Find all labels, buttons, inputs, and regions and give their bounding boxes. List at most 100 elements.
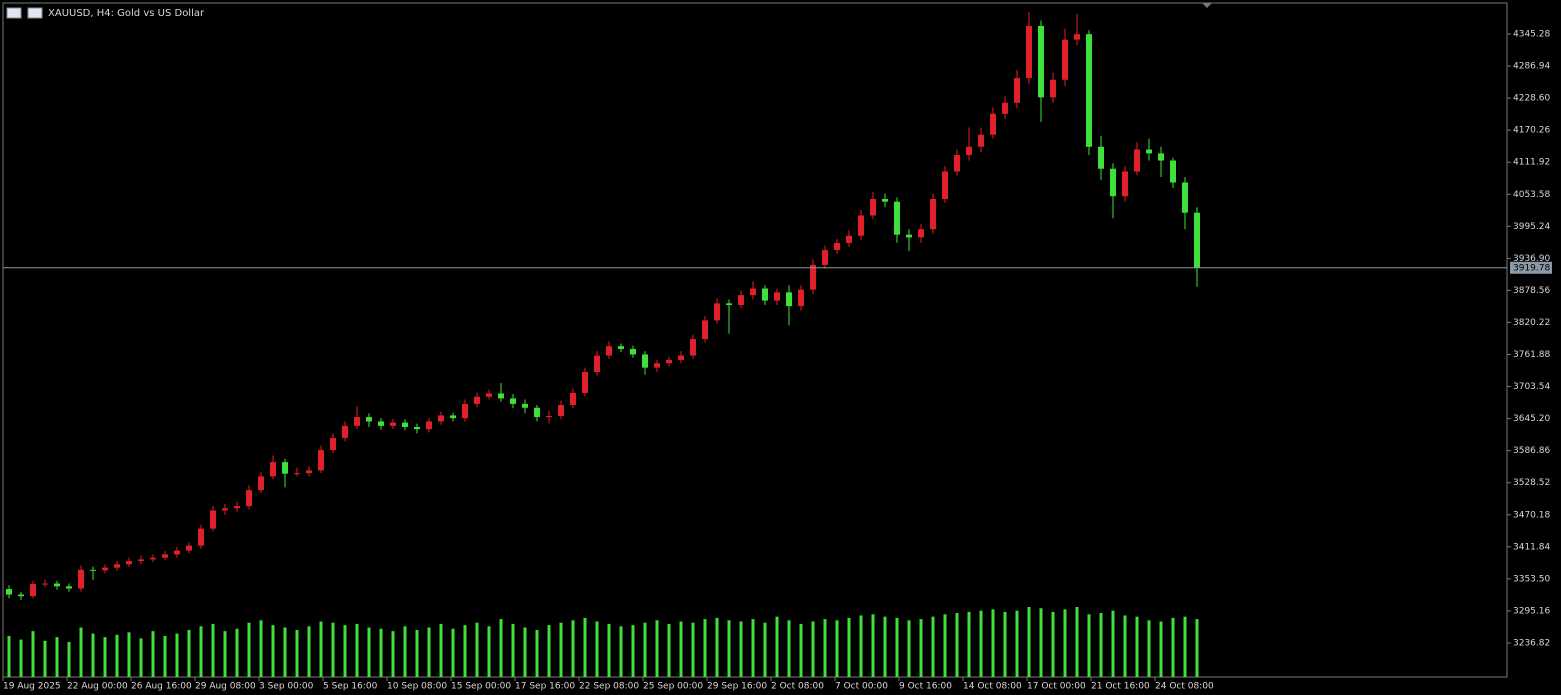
candle-body bbox=[1062, 39, 1068, 80]
candle-body bbox=[402, 422, 408, 427]
candle-body bbox=[738, 295, 744, 306]
x-tick-label: 29 Aug 08:00 bbox=[195, 682, 256, 692]
candle-body bbox=[282, 462, 288, 474]
candle-body bbox=[690, 339, 696, 356]
candle-body bbox=[714, 303, 720, 321]
x-tick-label: 7 Oct 00:00 bbox=[835, 682, 888, 692]
candle-body bbox=[846, 235, 852, 243]
x-tick-label: 17 Sep 16:00 bbox=[515, 682, 575, 692]
candle-body bbox=[414, 426, 420, 430]
candle-body bbox=[858, 215, 864, 236]
candle-body bbox=[342, 425, 348, 438]
y-tick-label: 4286.94 bbox=[1513, 62, 1550, 72]
candle-body bbox=[354, 417, 360, 426]
y-tick-label: 3411.84 bbox=[1513, 542, 1550, 552]
candle-body bbox=[822, 250, 828, 265]
y-tick-label: 4111.92 bbox=[1513, 158, 1550, 168]
candle-body bbox=[678, 355, 684, 360]
candle-body bbox=[222, 508, 228, 511]
candle-body bbox=[234, 506, 240, 509]
y-tick-label: 3528.52 bbox=[1513, 478, 1550, 488]
candle-body bbox=[906, 234, 912, 238]
y-tick-label: 3820.22 bbox=[1513, 318, 1550, 328]
candle-body bbox=[1170, 160, 1176, 183]
candle-body bbox=[102, 567, 108, 571]
y-tick-label: 3703.54 bbox=[1513, 382, 1550, 392]
candle-body bbox=[522, 403, 528, 408]
candle-body bbox=[558, 404, 564, 416]
x-tick-label: 3 Sep 00:00 bbox=[259, 682, 314, 692]
candle-body bbox=[162, 554, 168, 558]
y-tick-label: 3936.90 bbox=[1513, 254, 1550, 264]
candle-body bbox=[78, 569, 84, 589]
candle-body bbox=[546, 415, 552, 418]
candle-body bbox=[1050, 79, 1056, 98]
candle-body bbox=[498, 393, 504, 399]
icon bbox=[6, 7, 22, 19]
candle-body bbox=[126, 561, 132, 565]
candle-body bbox=[294, 473, 300, 475]
candle-body bbox=[270, 462, 276, 477]
x-tick-label: 14 Oct 08:00 bbox=[963, 682, 1022, 692]
candle-body bbox=[366, 417, 372, 422]
candle-body bbox=[750, 288, 756, 296]
last-price-label: 3919.78 bbox=[1513, 263, 1550, 273]
x-tick-label: 22 Sep 08:00 bbox=[579, 682, 639, 692]
last-price-box bbox=[1510, 261, 1552, 274]
candle-body bbox=[1158, 153, 1164, 161]
candle-body bbox=[810, 264, 816, 290]
candle-body bbox=[570, 392, 576, 405]
candle-body bbox=[330, 437, 336, 451]
y-tick-label: 3645.20 bbox=[1513, 414, 1550, 424]
candle-body bbox=[618, 346, 624, 349]
candle-body bbox=[306, 470, 312, 474]
y-tick-label: 3353.50 bbox=[1513, 574, 1550, 584]
candle-body bbox=[258, 476, 264, 491]
x-tick-label: 17 Oct 00:00 bbox=[1027, 682, 1086, 692]
candle-body bbox=[378, 421, 384, 426]
candle-body bbox=[894, 201, 900, 235]
chart-title: XAUUSD, H4: Gold vs US Dollar bbox=[48, 8, 205, 19]
candle-body bbox=[198, 528, 204, 546]
x-tick-label: 9 Oct 16:00 bbox=[899, 682, 952, 692]
x-tick-label: 5 Sep 16:00 bbox=[323, 682, 378, 692]
candle-body bbox=[798, 289, 804, 307]
candle-body bbox=[246, 490, 252, 507]
candle-body bbox=[462, 403, 468, 419]
x-tick-label: 2 Oct 08:00 bbox=[771, 682, 824, 692]
candle-body bbox=[42, 583, 48, 585]
candle-body bbox=[1002, 102, 1008, 114]
candle-body bbox=[942, 171, 948, 199]
x-tick-label: 15 Sep 00:00 bbox=[451, 682, 511, 692]
candle-body bbox=[1122, 171, 1128, 197]
y-tick-label: 4228.60 bbox=[1513, 94, 1550, 104]
candle-body bbox=[786, 292, 792, 307]
candle-body bbox=[18, 594, 24, 597]
shift-marker bbox=[1202, 3, 1212, 8]
candle-body bbox=[138, 559, 144, 562]
y-tick-label: 3586.86 bbox=[1513, 446, 1550, 456]
x-tick-label: 25 Sep 00:00 bbox=[643, 682, 703, 692]
x-tick-label: 29 Sep 16:00 bbox=[707, 682, 767, 692]
candle-body bbox=[882, 198, 888, 202]
candle-body bbox=[1110, 168, 1116, 197]
x-tick-label: 22 Aug 00:00 bbox=[67, 682, 128, 692]
candle-body bbox=[66, 586, 72, 589]
candle-body bbox=[30, 584, 36, 597]
x-tick-label: 19 Aug 2025 bbox=[3, 682, 61, 692]
candle-body bbox=[1182, 182, 1188, 213]
candle-body bbox=[930, 198, 936, 230]
candle-body bbox=[726, 303, 732, 306]
candle-body bbox=[90, 569, 96, 571]
y-tick-label: 4170.26 bbox=[1513, 126, 1550, 136]
candle-body bbox=[978, 134, 984, 147]
y-tick-label: 3995.24 bbox=[1513, 222, 1550, 232]
candle-body bbox=[6, 589, 12, 595]
plot-frame bbox=[2, 2, 1508, 678]
candle-body bbox=[318, 450, 324, 471]
candle-body bbox=[534, 407, 540, 418]
candle-body bbox=[1074, 34, 1080, 40]
candle-body bbox=[954, 155, 960, 172]
